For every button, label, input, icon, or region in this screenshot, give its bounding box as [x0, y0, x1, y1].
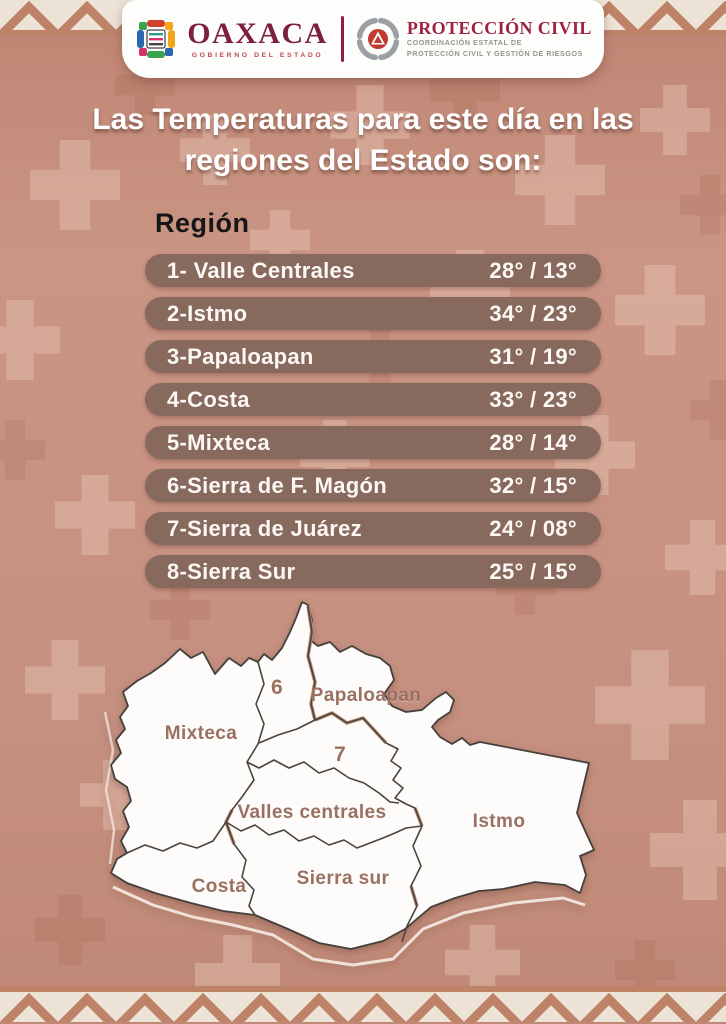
map-label-istmo: Istmo [472, 811, 526, 832]
table-row: 4-Costa 33° / 23° [145, 383, 601, 416]
table-row: 2-Istmo 34° / 23° [145, 297, 601, 330]
region-temps: 33° / 23° [489, 386, 577, 412]
region-name: 6-Sierra de F. Magón [167, 472, 387, 498]
region-temps: 34° / 23° [489, 300, 577, 326]
banner-divider [340, 16, 344, 62]
region-name: 5-Mixteca [167, 429, 270, 455]
map-label-valles-centrales: Valles centrales [237, 802, 387, 823]
region-name: 2-Istmo [167, 300, 248, 326]
region-name: 7-Sierra de Juárez [167, 515, 362, 541]
greca-border-bottom [0, 986, 726, 1022]
proteccion-civil-text-block: PROTECCIÓN CIVIL COORDINACIÓN ESTATAL DE… [406, 17, 592, 60]
page-title: Las Temperaturas para este día en las re… [92, 103, 634, 177]
oaxaca-subtitle: GOBIERNO DEL ESTADO [191, 52, 324, 59]
map-label-mixteca: Mixteca [164, 723, 238, 744]
header-banner: OAXACA GOBIERNO DEL ESTADO PROTECCIÓN CI… [122, 0, 604, 78]
table-row: 3-Papaloapan 31° / 19° [145, 340, 601, 373]
table-row: 1- Valle Centrales 28° / 13° [145, 254, 601, 287]
oaxaca-logo-block: OAXACA GOBIERNO DEL ESTADO [134, 17, 328, 61]
region-temps: 25° / 15° [489, 558, 577, 584]
region-temps: 28° / 13° [489, 257, 577, 283]
oaxaca-emblem-icon [137, 20, 176, 58]
table-row: 7-Sierra de Juárez 24° / 08° [145, 512, 601, 545]
region-name: 4-Costa [167, 386, 250, 412]
region-temps: 31° / 19° [489, 343, 577, 369]
oaxaca-map-graphic [103, 601, 595, 967]
proteccion-civil-logo-block: PROTECCIÓN CIVIL COORDINACIÓN ESTATAL DE… [356, 17, 592, 60]
oaxaca-regions-map: 6 Papaloapan Mixteca 7 Valles centrales … [83, 592, 643, 972]
proteccion-civil-emblem-icon [356, 18, 399, 60]
region-name: 1- Valle Centrales [167, 257, 355, 283]
proteccion-civil-line1: COORDINACIÓN ESTATAL DE [406, 38, 522, 48]
map-label-papaloapan: Papaloapan [310, 685, 422, 706]
table-row: 5-Mixteca 28° / 14° [145, 426, 601, 459]
region-temps: 28° / 14° [489, 429, 577, 455]
region-table: 1- Valle Centrales 28° / 13° 2-Istmo 34°… [145, 254, 601, 598]
region-temps: 24° / 08° [489, 515, 577, 541]
map-label-region-6: 6 [270, 676, 284, 699]
map-label-sierra-sur: Sierra sur [296, 868, 390, 889]
region-name: 3-Papaloapan [167, 343, 314, 369]
map-label-region-7: 7 [333, 743, 347, 766]
table-row: 8-Sierra Sur 25° / 15° [145, 555, 601, 588]
proteccion-civil-title: PROTECCIÓN CIVIL [406, 17, 592, 38]
map-label-costa: Costa [191, 876, 247, 897]
oaxaca-title: OAXACA [187, 17, 328, 50]
region-temps: 32° / 15° [489, 472, 577, 498]
table-row: 6-Sierra de F. Magón 32° / 15° [145, 469, 601, 502]
region-name: 8-Sierra Sur [167, 558, 296, 584]
table-header: Región [155, 208, 250, 238]
oaxaca-text-block: OAXACA GOBIERNO DEL ESTADO [187, 17, 328, 60]
proteccion-civil-line2: PROTECCIÓN CIVIL Y GESTIÓN DE RIESGOS [406, 48, 583, 58]
